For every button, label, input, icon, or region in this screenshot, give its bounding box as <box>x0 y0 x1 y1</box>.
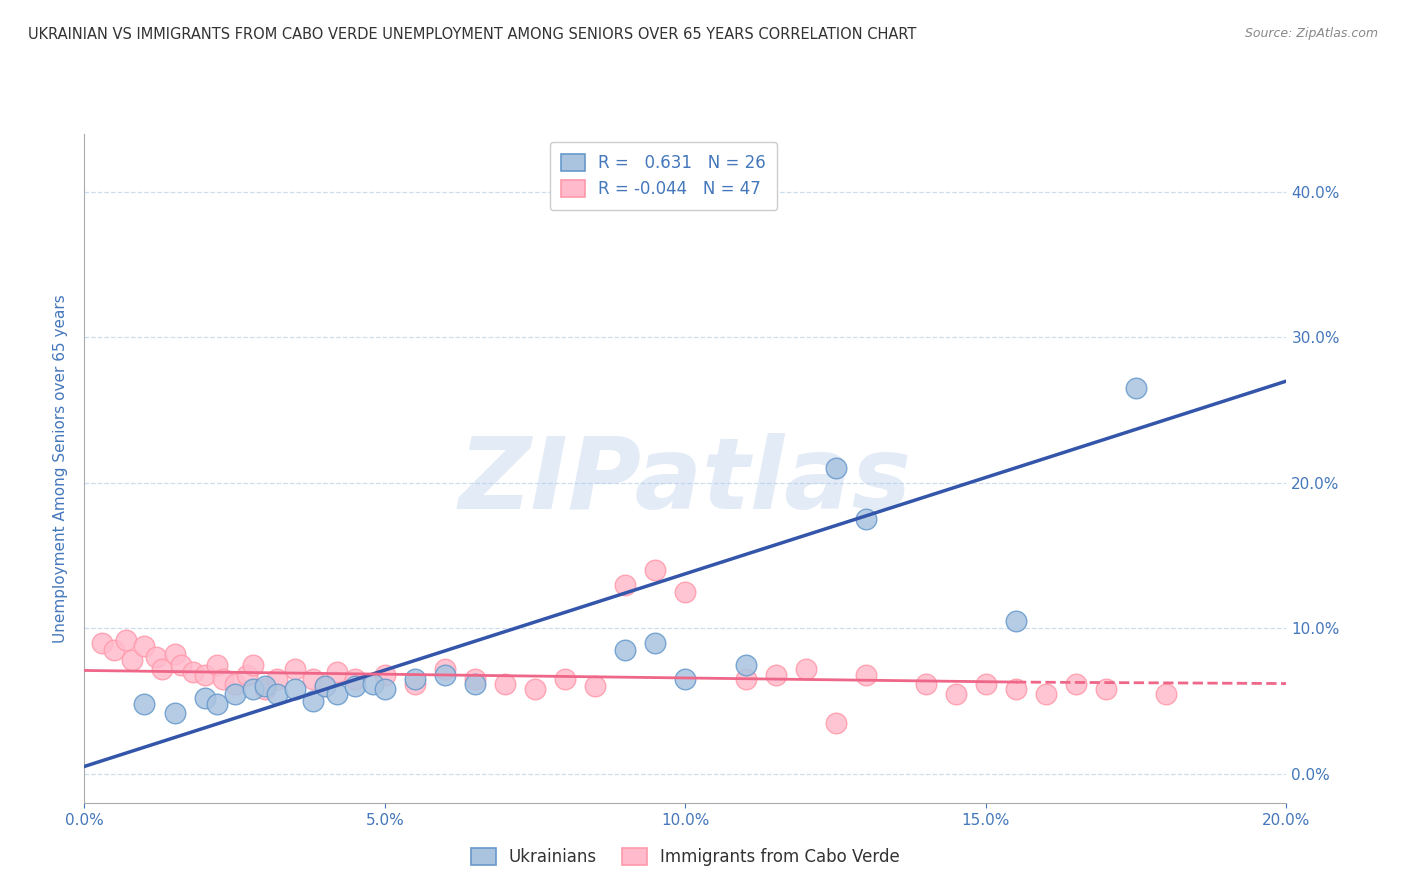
Point <box>583 680 606 694</box>
Text: UKRAINIAN VS IMMIGRANTS FROM CABO VERDE UNEMPLOYMENT AMONG SENIORS OVER 65 YEARS: UKRAINIAN VS IMMIGRANTS FROM CABO VERDE … <box>28 27 917 42</box>
Text: ZIPatlas: ZIPatlas <box>458 434 912 530</box>
Point <box>224 687 246 701</box>
Point <box>675 585 697 599</box>
Point <box>644 636 666 650</box>
Point <box>554 672 576 686</box>
Point <box>205 697 228 711</box>
Point <box>765 668 787 682</box>
Point <box>675 672 697 686</box>
Point <box>284 662 307 676</box>
Point <box>194 691 217 706</box>
Legend: Ukrainians, Immigrants from Cabo Verde: Ukrainians, Immigrants from Cabo Verde <box>463 840 908 875</box>
Point <box>242 657 264 672</box>
Y-axis label: Unemployment Among Seniors over 65 years: Unemployment Among Seniors over 65 years <box>53 294 69 642</box>
Point <box>855 512 877 526</box>
Point <box>614 577 637 591</box>
Point <box>734 657 756 672</box>
Point <box>734 672 756 686</box>
Text: Source: ZipAtlas.com: Source: ZipAtlas.com <box>1244 27 1378 40</box>
Point <box>1035 687 1057 701</box>
Point <box>145 650 167 665</box>
Point <box>253 680 276 694</box>
Point <box>1064 676 1087 690</box>
Point <box>152 662 174 676</box>
Point <box>194 668 217 682</box>
Point <box>614 643 637 657</box>
Point <box>284 682 307 697</box>
Point <box>494 676 516 690</box>
Point <box>205 657 228 672</box>
Point <box>314 680 336 694</box>
Point <box>134 697 156 711</box>
Point <box>169 657 191 672</box>
Point <box>915 676 938 690</box>
Point <box>301 694 323 708</box>
Point <box>974 676 997 690</box>
Point <box>301 672 323 686</box>
Point <box>824 461 846 475</box>
Point <box>464 672 486 686</box>
Point <box>1125 381 1147 395</box>
Point <box>343 680 366 694</box>
Point <box>121 653 143 667</box>
Point <box>794 662 817 676</box>
Point <box>1156 687 1178 701</box>
Point <box>464 676 486 690</box>
Point <box>945 687 967 701</box>
Point <box>224 676 246 690</box>
Point <box>163 706 186 720</box>
Point <box>824 715 846 730</box>
Point <box>1095 682 1118 697</box>
Point <box>374 668 396 682</box>
Point <box>434 662 457 676</box>
Point <box>266 672 288 686</box>
Point <box>91 636 114 650</box>
Point <box>524 682 547 697</box>
Point <box>211 672 233 686</box>
Point <box>253 682 276 697</box>
Point <box>163 648 186 662</box>
Point <box>326 665 349 679</box>
Point <box>115 632 138 647</box>
Point <box>404 672 426 686</box>
Point <box>361 676 384 690</box>
Point <box>181 665 204 679</box>
Point <box>644 563 666 577</box>
Point <box>343 672 366 686</box>
Point <box>374 682 396 697</box>
Point <box>134 639 156 653</box>
Point <box>235 668 257 682</box>
Point <box>242 682 264 697</box>
Point <box>103 643 125 657</box>
Point <box>434 668 457 682</box>
Point <box>326 687 349 701</box>
Point <box>266 687 288 701</box>
Point <box>314 680 336 694</box>
Point <box>1005 682 1028 697</box>
Point <box>1005 614 1028 628</box>
Point <box>855 668 877 682</box>
Point <box>404 676 426 690</box>
